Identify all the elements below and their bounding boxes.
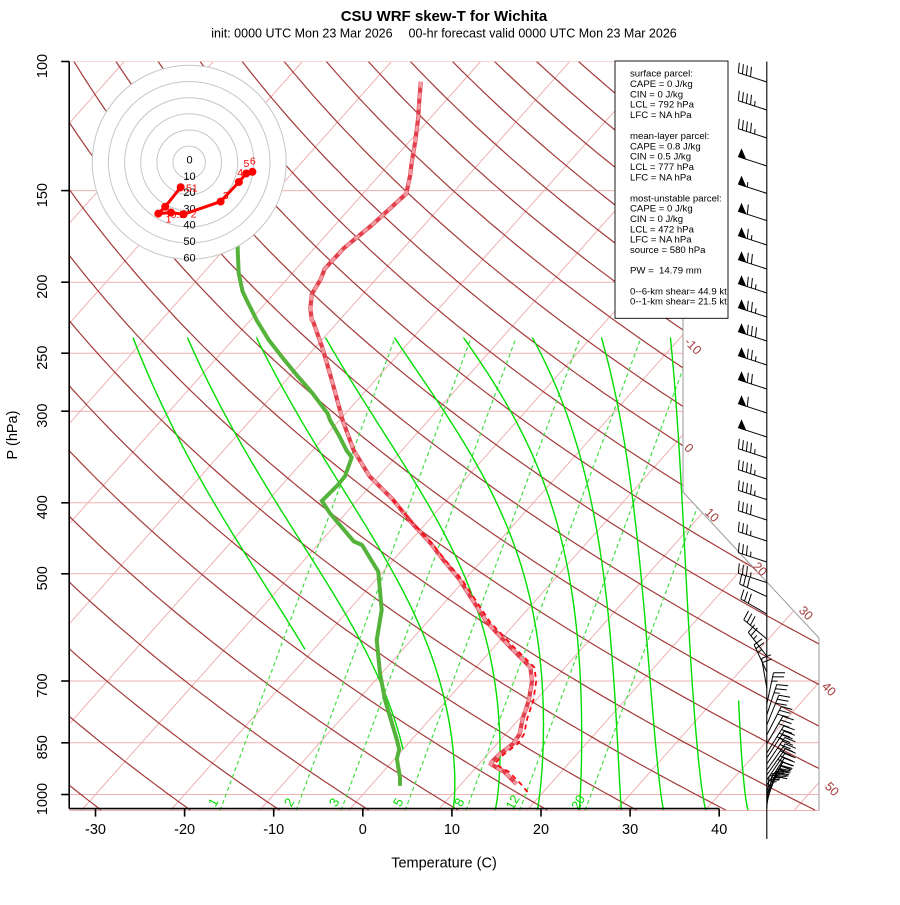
svg-text:4: 4 [237, 167, 243, 179]
svg-text:-10: -10 [263, 822, 284, 838]
svg-text:0.51: 0.51 [177, 183, 198, 195]
svg-text:2: 2 [191, 209, 197, 221]
svg-text:500: 500 [35, 566, 51, 590]
svg-text:40: 40 [711, 822, 727, 838]
svg-text:CSU WRF skew-T for Wichita: CSU WRF skew-T for Wichita [341, 8, 548, 25]
svg-text:850: 850 [35, 735, 51, 759]
svg-text:source = 580 hPa: source = 580 hPa [630, 245, 706, 256]
svg-text:LCL = 472 hPa: LCL = 472 hPa [630, 224, 695, 235]
svg-text:1: 1 [166, 214, 172, 226]
svg-text:0--1-km shear= 21.5 kt: 0--1-km shear= 21.5 kt [630, 297, 727, 308]
svg-text:10: 10 [183, 171, 195, 183]
svg-text:Temperature (C): Temperature (C) [391, 856, 497, 872]
svg-text:0.5: 0.5 [170, 209, 185, 221]
svg-text:100: 100 [35, 54, 51, 78]
svg-text:200: 200 [35, 275, 51, 299]
svg-text:50: 50 [183, 236, 195, 248]
svg-text:-20: -20 [174, 822, 195, 838]
svg-text:6: 6 [250, 156, 256, 168]
svg-text:0--6-km shear= 44.9 kt: 0--6-km shear= 44.9 kt [630, 286, 727, 297]
svg-text:5: 5 [243, 158, 249, 170]
svg-text:0: 0 [359, 822, 367, 838]
svg-text:CIN = 0 J/kg: CIN = 0 J/kg [630, 89, 683, 100]
svg-text:most-unstable parcel:: most-unstable parcel: [630, 193, 722, 204]
svg-text:-30: -30 [85, 822, 106, 838]
svg-text:0: 0 [186, 155, 192, 167]
svg-text:400: 400 [35, 495, 51, 519]
svg-text:LFC = NA hPa: LFC = NA hPa [630, 110, 692, 121]
svg-text:40: 40 [183, 220, 195, 232]
svg-text:10: 10 [444, 822, 460, 838]
svg-text:surface parcel:: surface parcel: [630, 69, 693, 80]
svg-text:LFC = NA hPa: LFC = NA hPa [630, 172, 692, 183]
svg-text:700: 700 [35, 673, 51, 697]
svg-text:3: 3 [223, 190, 229, 202]
svg-text:CAPE = 0.8 J/kg: CAPE = 0.8 J/kg [630, 141, 701, 152]
svg-text:150: 150 [35, 183, 51, 207]
svg-text:250: 250 [35, 346, 51, 370]
svg-text:init: 0000 UTC Mon 23 Mar 2026: init: 0000 UTC Mon 23 Mar 2026 00-hr for… [211, 27, 677, 41]
svg-text:PW = 14.79 mm: PW = 14.79 mm [630, 266, 702, 277]
svg-text:20: 20 [533, 822, 549, 838]
svg-text:P (hPa): P (hPa) [5, 411, 21, 460]
svg-text:300: 300 [35, 404, 51, 428]
svg-text:30: 30 [622, 822, 638, 838]
svg-text:60: 60 [183, 252, 195, 264]
svg-text:1000: 1000 [35, 783, 51, 815]
